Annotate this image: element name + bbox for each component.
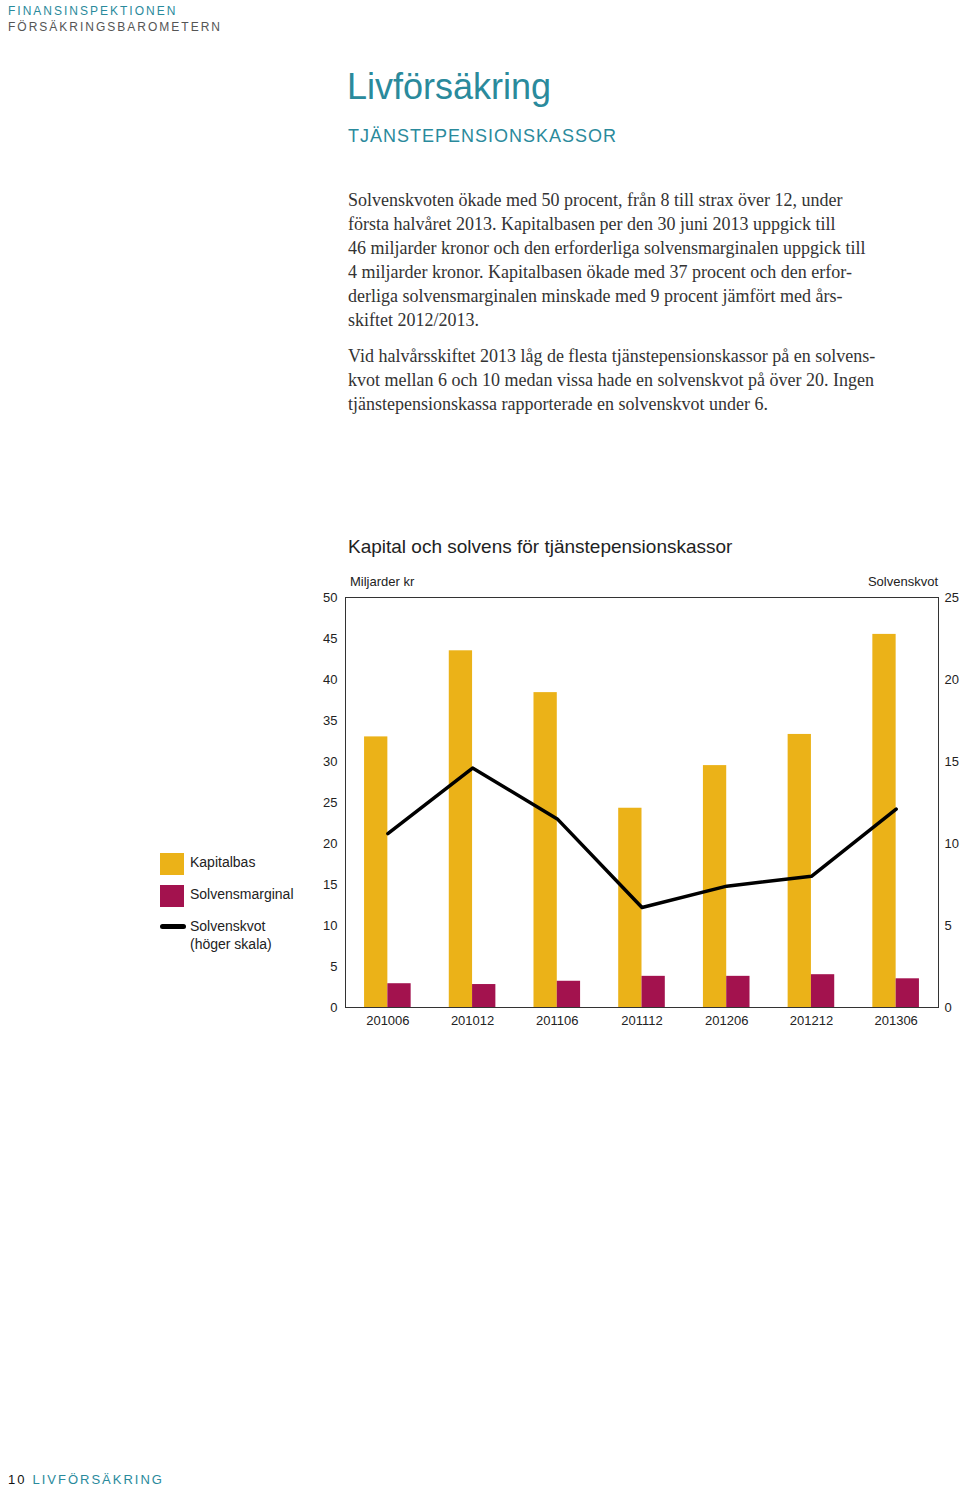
svg-text:201006: 201006 bbox=[366, 1013, 409, 1028]
html-text:10 LIVFÖRSÄKRING: 10 LIVFÖRSÄKRING bbox=[8, 1472, 164, 1487]
html-text:kvot mellan 6 och 10 medan vis: kvot mellan 6 och 10 medan vissa hade en… bbox=[348, 370, 874, 390]
svg-text:20: 20 bbox=[323, 836, 337, 851]
svg-text:201112: 201112 bbox=[621, 1013, 662, 1028]
svg-text:201012: 201012 bbox=[451, 1013, 494, 1028]
svg-text:201106: 201106 bbox=[536, 1013, 578, 1028]
svg-text:0: 0 bbox=[330, 1000, 337, 1015]
html-text:Solvenskvot: Solvenskvot bbox=[867, 574, 938, 589]
html-text:Solvensmarginal: Solvensmarginal bbox=[190, 886, 294, 902]
svg-text:10: 10 bbox=[323, 918, 337, 933]
html-text:skiftet 2012/2013.: skiftet 2012/2013. bbox=[348, 310, 479, 330]
svg-text:5: 5 bbox=[330, 959, 337, 974]
svg-text:15: 15 bbox=[945, 754, 959, 769]
html-text:46 miljarder kronor och den er: 46 miljarder kronor och den erforderliga… bbox=[348, 238, 866, 258]
svg-text:25: 25 bbox=[323, 795, 337, 810]
svg-text:45: 45 bbox=[323, 631, 337, 646]
svg-text:20: 20 bbox=[945, 672, 959, 687]
html-text:FÖRSÄKRINGSBAROMETERN: FÖRSÄKRINGSBAROMETERN bbox=[8, 20, 222, 34]
svg-text:201212: 201212 bbox=[790, 1013, 833, 1028]
html-text:Vid halvårsskiftet 2013 låg de: Vid halvårsskiftet 2013 låg de flesta tj… bbox=[348, 346, 876, 366]
html-text:derliga solvensmarginalen mins: derliga solvensmarginalen minskade med 9… bbox=[348, 286, 843, 306]
svg-text:25: 25 bbox=[945, 590, 959, 605]
svg-text:5: 5 bbox=[945, 918, 952, 933]
html-text:Kapital och solvens för tjänst: Kapital och solvens för tjänstepensionsk… bbox=[348, 536, 733, 557]
html-text:tjänstepensionskassa rapporter: tjänstepensionskassa rapporterade en sol… bbox=[348, 394, 768, 414]
svg-text:15: 15 bbox=[323, 877, 337, 892]
html-text:TJÄNSTEPENSIONSKASSOR: TJÄNSTEPENSIONSKASSOR bbox=[348, 126, 618, 146]
html-text:Solvenskvoten ökade med 50 pro: Solvenskvoten ökade med 50 procent, från… bbox=[348, 190, 843, 210]
html-text:Livförsäkring: Livförsäkring bbox=[347, 66, 552, 107]
html-text:Miljarder kr: Miljarder kr bbox=[350, 574, 415, 589]
svg-text:50: 50 bbox=[323, 590, 337, 605]
html-text:Kapitalbas: Kapitalbas bbox=[190, 854, 256, 870]
svg-text:30: 30 bbox=[323, 754, 337, 769]
html-text:första halvåret 2013. Kapitalb: första halvåret 2013. Kapitalbasen per d… bbox=[348, 214, 836, 234]
svg-text:201306: 201306 bbox=[874, 1013, 917, 1028]
svg-text:201206: 201206 bbox=[705, 1013, 748, 1028]
html-text:FINANSINSPEKTIONEN: FINANSINSPEKTIONEN bbox=[8, 4, 178, 18]
svg-text:10: 10 bbox=[945, 836, 959, 851]
svg-text:40: 40 bbox=[323, 672, 337, 687]
svg-text:0: 0 bbox=[945, 1000, 952, 1015]
svg-text:35: 35 bbox=[323, 713, 337, 728]
html-text:Solvenskvot (höger skala): Solvenskvot (höger skala) bbox=[190, 918, 272, 952]
html-text:4 miljarder kronor. Kapitalbas: 4 miljarder kronor. Kapitalbasen ökade m… bbox=[348, 262, 852, 282]
